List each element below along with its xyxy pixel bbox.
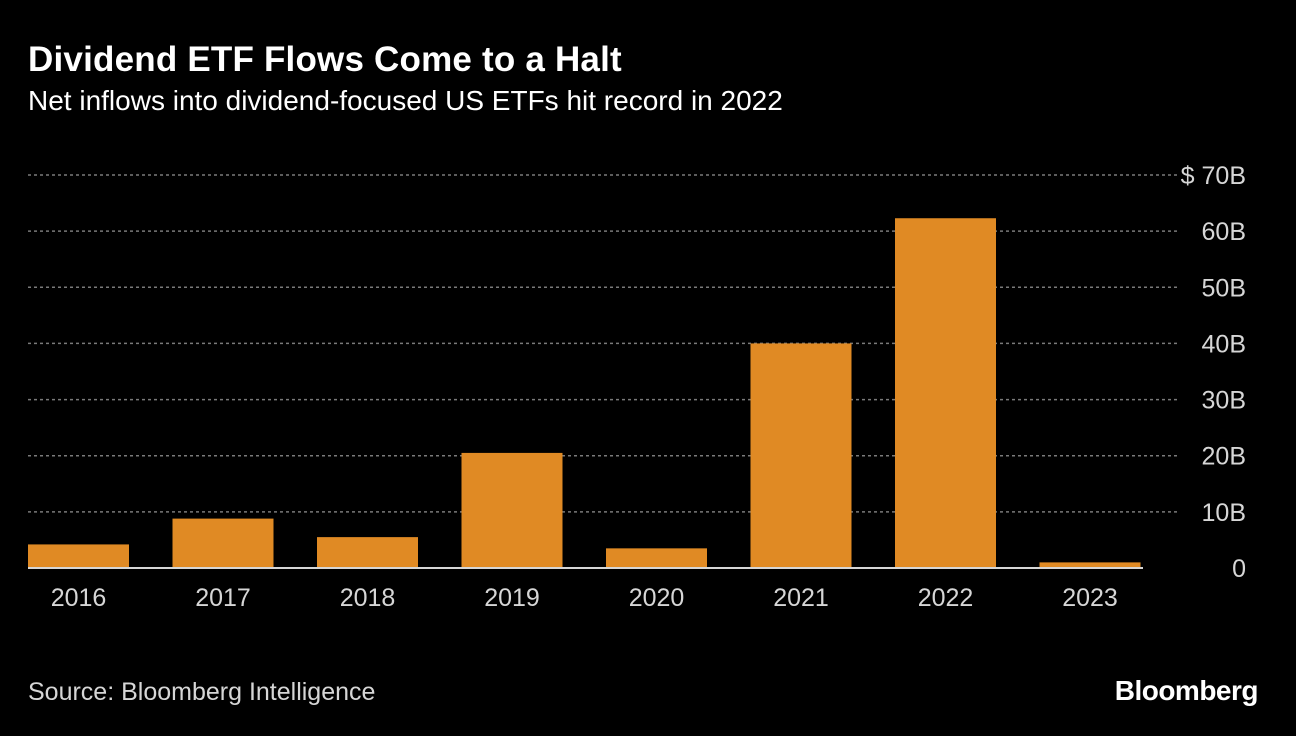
x-tick-label: 2022 <box>918 584 974 612</box>
y-tick-label: 40B <box>1202 330 1246 358</box>
x-tick-label: 2019 <box>484 584 540 612</box>
gridlines <box>28 174 1180 513</box>
y-tick-label: 10B <box>1202 499 1246 527</box>
bar-2017 <box>172 518 274 568</box>
x-tick-label: 2018 <box>340 584 396 612</box>
bar-2023 <box>1039 562 1141 568</box>
x-tick-label: 2016 <box>51 584 107 612</box>
x-tick-label: 2021 <box>773 584 829 612</box>
x-tick-label: 2023 <box>1062 584 1118 612</box>
y-tick-label: 60B <box>1202 218 1246 246</box>
bar-2016 <box>28 544 129 568</box>
bar-2018 <box>317 537 418 568</box>
x-tick-label: 2020 <box>629 584 685 612</box>
y-tick-label: 20B <box>1202 443 1246 471</box>
chart-title: Dividend ETF Flows Come to a Halt <box>28 40 622 79</box>
bars <box>28 218 1141 569</box>
y-tick-label: 50B <box>1202 274 1246 302</box>
y-tick-label: 0 <box>1232 555 1246 583</box>
source-note: Source: Bloomberg Intelligence <box>28 678 376 706</box>
chart-subtitle: Net inflows into dividend-focused US ETF… <box>28 85 783 116</box>
y-tick-label: $ 70B <box>1181 162 1246 190</box>
bar-2022 <box>895 218 996 569</box>
bar-2021 <box>750 343 852 568</box>
y-tick-label: 30B <box>1202 387 1246 415</box>
bar-2019 <box>461 452 563 568</box>
bar-2020 <box>606 548 707 568</box>
x-tick-label: 2017 <box>195 584 251 612</box>
bloomberg-logo: Bloomberg <box>1114 675 1259 706</box>
tick-labels: 0 10B 20B 30B 40B 50B 60B $ 70B 2016 2017 2018 2019… <box>51 162 1246 612</box>
